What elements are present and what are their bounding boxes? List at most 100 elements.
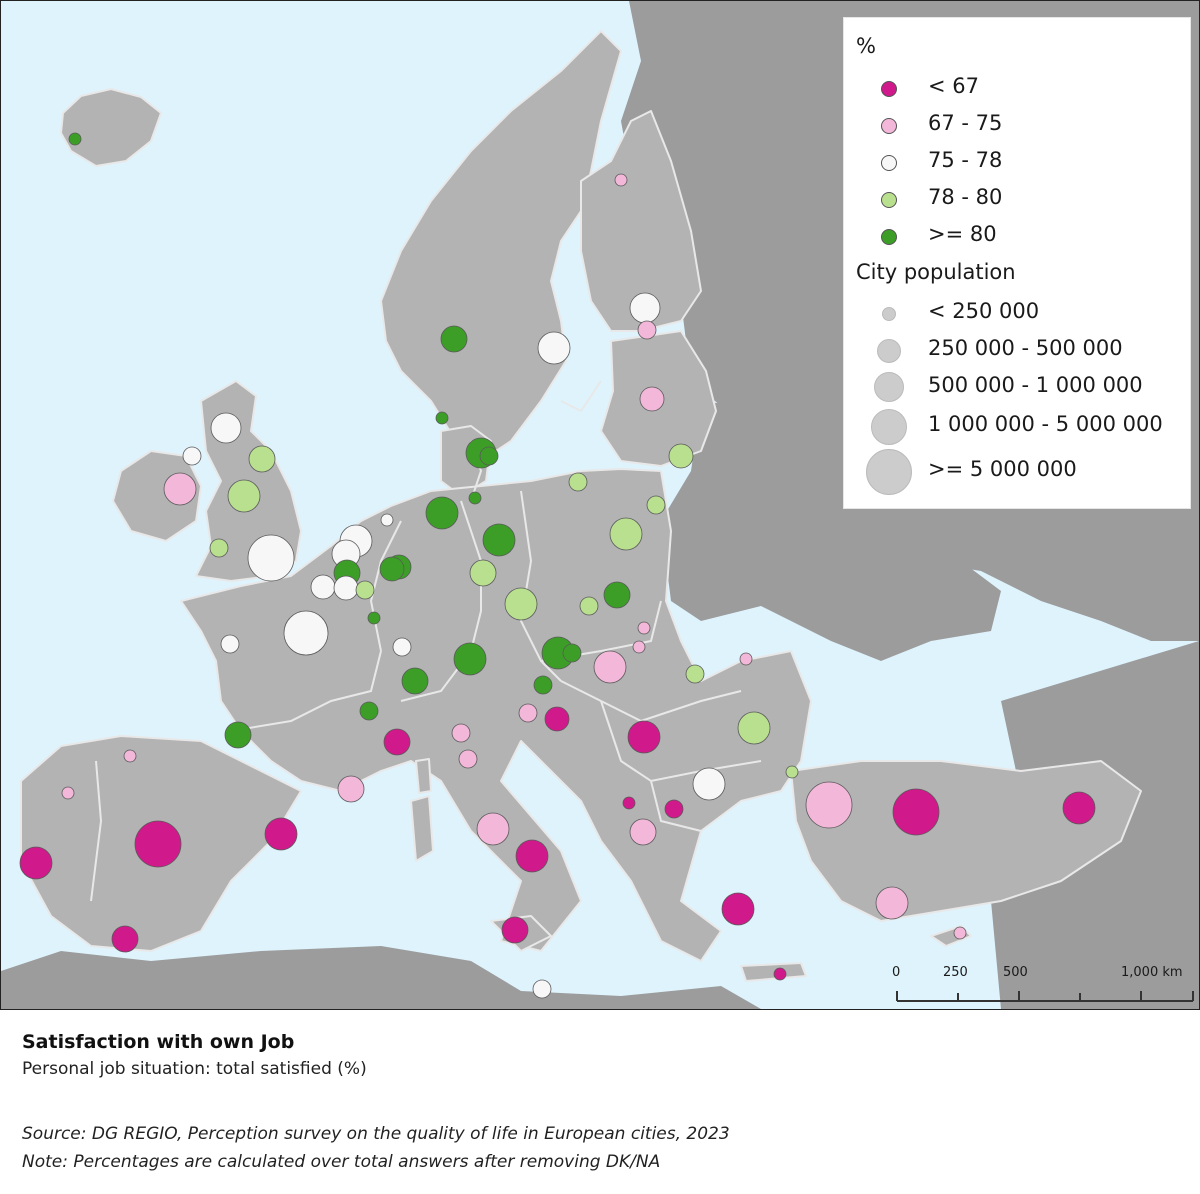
- city-marker: [773, 967, 787, 981]
- city-marker: [579, 596, 599, 616]
- city-marker: [532, 979, 552, 999]
- legend-class-row: 78 - 80: [844, 184, 1190, 214]
- city-marker: [248, 445, 276, 473]
- legend-percent-title: %: [856, 34, 876, 58]
- city-marker: [19, 846, 53, 880]
- city-marker: [685, 664, 705, 684]
- caption: Satisfaction with own Job Personal job s…: [22, 1030, 1182, 1176]
- legend-class-dot: [881, 155, 897, 171]
- city-marker: [383, 728, 411, 756]
- city-marker: [435, 411, 449, 425]
- legend-class-row: < 67: [844, 73, 1190, 103]
- city-marker: [458, 749, 478, 769]
- city-marker: [533, 675, 553, 695]
- city-marker: [603, 581, 631, 609]
- city-marker: [468, 491, 482, 505]
- city-marker: [721, 892, 755, 926]
- scale-ruler: [896, 991, 1194, 1002]
- city-marker: [469, 559, 497, 587]
- legend-size-label: 250 000 - 500 000: [928, 336, 1123, 360]
- legend-size-row: >= 5 000 000: [844, 449, 1190, 495]
- city-marker: [355, 580, 375, 600]
- city-marker: [953, 926, 967, 940]
- city-marker: [544, 706, 570, 732]
- city-marker: [501, 916, 529, 944]
- city-marker: [785, 765, 799, 779]
- city-marker: [247, 534, 295, 582]
- legend-size-dot: [877, 339, 901, 363]
- city-marker: [227, 479, 261, 513]
- city-marker: [692, 767, 726, 801]
- city-marker: [482, 523, 516, 557]
- legend-size-dot: [882, 307, 896, 321]
- scale-label: 1,000 km: [1121, 965, 1183, 980]
- city-marker: [568, 472, 588, 492]
- legend-population-title: City population: [856, 260, 1016, 284]
- city-marker: [1062, 791, 1096, 825]
- city-marker: [504, 587, 538, 621]
- legend-class-row: 75 - 78: [844, 147, 1190, 177]
- city-marker: [220, 634, 240, 654]
- city-marker: [425, 496, 459, 530]
- city-marker: [637, 320, 657, 340]
- city-marker: [337, 775, 365, 803]
- city-marker: [453, 642, 487, 676]
- city-marker: [629, 292, 661, 324]
- city-marker: [479, 446, 499, 466]
- legend-box: % < 67 67 - 75 75 - 78 78 - 80 >= 80 Cit…: [843, 17, 1191, 509]
- city-marker: [283, 610, 329, 656]
- city-marker: [739, 652, 753, 666]
- city-marker: [609, 517, 643, 551]
- city-marker: [515, 839, 549, 873]
- city-marker: [562, 643, 582, 663]
- legend-size-label: < 250 000: [928, 299, 1040, 323]
- legend-size-dot: [871, 409, 907, 445]
- city-marker: [224, 721, 252, 749]
- scale-bar: 0 250 500 1,000 km: [881, 961, 1199, 1009]
- legend-size-label: 500 000 - 1 000 000: [928, 373, 1143, 397]
- city-marker: [310, 574, 336, 600]
- legend-size-dot: [874, 372, 904, 402]
- city-marker: [629, 818, 657, 846]
- city-marker: [632, 640, 646, 654]
- city-marker: [805, 781, 853, 829]
- map-frame: % < 67 67 - 75 75 - 78 78 - 80 >= 80 Cit…: [0, 0, 1200, 1010]
- city-marker: [401, 667, 429, 695]
- legend-class-dot: [881, 192, 897, 208]
- country-borders: [90, 380, 762, 902]
- city-marker: [123, 749, 137, 763]
- legend-class-label: >= 80: [928, 222, 997, 246]
- city-marker: [379, 556, 405, 582]
- city-marker: [892, 788, 940, 836]
- city-marker: [163, 472, 197, 506]
- scale-label: 500: [1003, 965, 1028, 980]
- legend-class-label: 78 - 80: [928, 185, 1003, 209]
- legend-size-dot: [866, 449, 912, 495]
- city-marker: [380, 513, 394, 527]
- scale-label: 0: [892, 965, 901, 980]
- city-marker: [627, 720, 661, 754]
- city-marker: [476, 812, 510, 846]
- city-marker: [637, 621, 651, 635]
- city-marker: [451, 723, 471, 743]
- legend-class-row: 67 - 75: [844, 110, 1190, 140]
- legend-class-dot: [881, 118, 897, 134]
- map-subtitle: Personal job situation: total satisfied …: [22, 1059, 367, 1079]
- legend-size-label: >= 5 000 000: [928, 457, 1077, 481]
- city-marker: [111, 925, 139, 953]
- city-marker: [593, 650, 627, 684]
- city-marker: [210, 412, 242, 444]
- city-marker: [668, 443, 694, 469]
- city-marker: [646, 495, 666, 515]
- city-marker: [639, 386, 665, 412]
- scale-label: 250: [943, 965, 968, 980]
- city-marker: [737, 711, 771, 745]
- city-marker: [359, 701, 379, 721]
- legend-class-dot: [881, 81, 897, 97]
- methodology-note: Note: Percentages are calculated over to…: [22, 1152, 661, 1172]
- legend-size-row: 250 000 - 500 000: [844, 335, 1190, 365]
- source-note: Source: DG REGIO, Perception survey on t…: [22, 1124, 730, 1144]
- legend-class-label: 67 - 75: [928, 111, 1003, 135]
- city-marker: [134, 820, 182, 868]
- city-marker: [182, 446, 202, 466]
